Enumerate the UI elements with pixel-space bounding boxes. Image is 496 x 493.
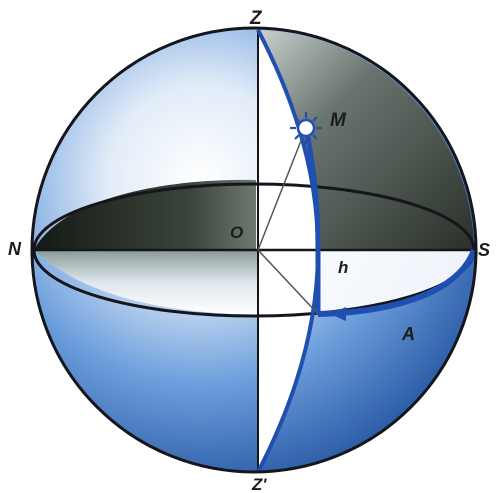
label-center: O xyxy=(230,223,243,242)
label-nadir: Z' xyxy=(251,475,267,493)
line-o-to-foot xyxy=(257,249,319,315)
horizon-disc-upper xyxy=(34,179,256,250)
azimuth-arrow xyxy=(330,307,346,321)
horizon-disc-lower xyxy=(34,250,318,315)
sphere-outline xyxy=(30,26,478,474)
altitude-arc xyxy=(303,127,321,314)
label-altitude: h xyxy=(338,258,348,277)
azimuth-arc xyxy=(317,248,477,317)
line-o-to-m xyxy=(257,127,307,251)
label-south: S xyxy=(478,240,490,260)
vertical-plane-shadow xyxy=(258,30,474,250)
label-north: N xyxy=(8,239,22,259)
star-icon xyxy=(290,112,322,144)
label-zenith: Z xyxy=(249,8,263,29)
label-star: M xyxy=(330,110,347,131)
label-azimuth: A xyxy=(401,324,415,344)
